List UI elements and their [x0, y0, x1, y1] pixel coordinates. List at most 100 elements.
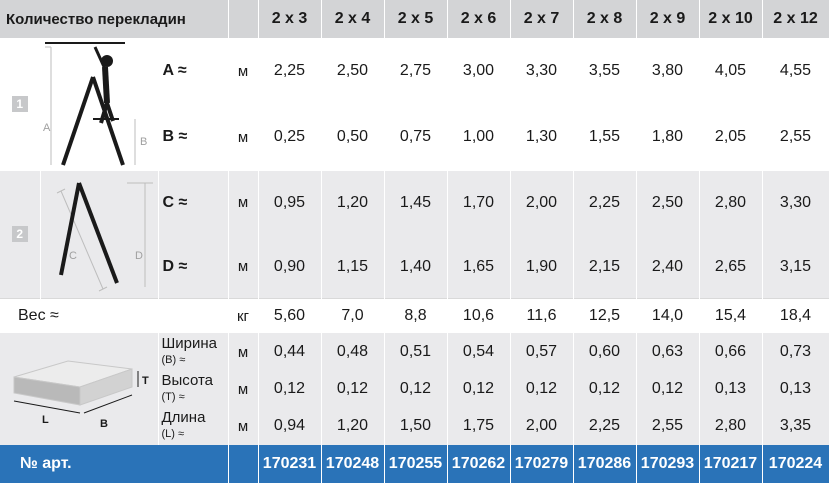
- row-c: 2 D C C ≈ м 0,95 1,20 1,45 1,70 2,00 2,2…: [0, 170, 829, 299]
- value-cell: 1,65: [447, 234, 511, 299]
- column-header: 2 x 6: [447, 0, 511, 39]
- value-cell: 0,54: [447, 333, 511, 371]
- value-cell: 2,55: [636, 407, 700, 445]
- row-width: T L B Ширина (B) ≈ м 0,44 0,48 0,51 0,54…: [0, 333, 829, 445]
- row-a: 1 A B A ≈ м 2,25 2,50 2,75: [0, 38, 829, 171]
- value-cell: 0,60: [573, 333, 637, 371]
- value-cell: 7,0: [321, 298, 385, 334]
- value-cell: 11,6: [510, 298, 574, 334]
- value-cell: 0,51: [384, 333, 448, 371]
- column-header: 2 x 4: [321, 0, 385, 39]
- value-cell: 4,55: [762, 38, 829, 105]
- unit-cell: м: [228, 104, 259, 171]
- row-height: Высота (T) ≈ м 0,12 0,12 0,12 0,12 0,12 …: [0, 370, 829, 408]
- value-cell: 1,30: [510, 104, 574, 171]
- value-cell: 0,12: [510, 370, 574, 408]
- value-cell: 0,95: [258, 170, 322, 235]
- unit-cell: м: [228, 170, 259, 235]
- value-cell: 4,05: [699, 38, 763, 105]
- row-label-c: C ≈: [158, 170, 229, 235]
- value-cell: 0,94: [258, 407, 322, 445]
- article-number: 170262: [447, 444, 511, 483]
- section-1-number: 1: [11, 96, 28, 113]
- value-cell: 0,12: [573, 370, 637, 408]
- package-box-diagram: T L B: [0, 333, 159, 445]
- dimension-name: Высота: [161, 372, 214, 390]
- unit-cell: м: [228, 234, 259, 299]
- value-cell: 2,80: [699, 407, 763, 445]
- value-cell: 1,75: [447, 407, 511, 445]
- value-cell: 1,20: [321, 407, 385, 445]
- ladder-standing-diagram: D C: [40, 170, 159, 299]
- row-label-d: D ≈: [158, 234, 229, 299]
- dim-d-label: D: [135, 250, 143, 262]
- row-article: № арт. 170231 170248 170255 170262 17027…: [0, 444, 829, 483]
- value-cell: 5,60: [258, 298, 322, 334]
- header-unit-spacer: [228, 0, 259, 39]
- dimension-name: Ширина: [161, 335, 217, 353]
- value-cell: 3,55: [573, 38, 637, 105]
- section-2-badge-cell: 2: [0, 170, 41, 299]
- dimension-sub: (T) ≈: [161, 391, 185, 404]
- value-cell: 0,12: [384, 370, 448, 408]
- value-cell: 1,40: [384, 234, 448, 299]
- package-box-illustration: T L B: [13, 360, 149, 430]
- value-cell: 3,00: [447, 38, 511, 105]
- dimension-name: Длина: [161, 409, 206, 427]
- value-cell: 0,13: [762, 370, 829, 408]
- value-cell: 1,00: [447, 104, 511, 171]
- value-cell: 2,25: [573, 170, 637, 235]
- value-cell: 0,13: [699, 370, 763, 408]
- value-cell: 3,35: [762, 407, 829, 445]
- article-label: № арт.: [0, 444, 229, 483]
- article-unit-spacer: [228, 444, 259, 483]
- dimension-length-label: Длина (L) ≈: [158, 407, 229, 445]
- value-cell: 0,57: [510, 333, 574, 371]
- section-1-badge-cell: 1: [0, 38, 41, 171]
- dim-c-label: C: [69, 250, 77, 262]
- column-header: 2 x 9: [636, 0, 700, 39]
- unit-cell: м: [228, 333, 259, 371]
- article-number: 170217: [699, 444, 763, 483]
- box-t-label: T: [142, 375, 149, 387]
- article-number: 170255: [384, 444, 448, 483]
- dim-a-label: A: [43, 122, 51, 134]
- value-cell: 0,75: [384, 104, 448, 171]
- value-cell: 0,12: [636, 370, 700, 408]
- value-cell: 1,90: [510, 234, 574, 299]
- value-cell: 0,73: [762, 333, 829, 371]
- value-cell: 1,55: [573, 104, 637, 171]
- article-number: 170293: [636, 444, 700, 483]
- value-cell: 0,50: [321, 104, 385, 171]
- article-number: 170248: [321, 444, 385, 483]
- value-cell: 0,63: [636, 333, 700, 371]
- value-cell: 10,6: [447, 298, 511, 334]
- value-cell: 3,30: [510, 38, 574, 105]
- ladder-leaning-diagram: A B: [40, 38, 159, 171]
- article-number: 170224: [762, 444, 829, 483]
- unit-cell: кг: [228, 298, 259, 334]
- ladder-leaning-illustration: A B: [43, 42, 147, 166]
- value-cell: 0,48: [321, 333, 385, 371]
- row-weight: Вес ≈ кг 5,60 7,0 8,8 10,6 11,6 12,5 14,…: [0, 298, 829, 334]
- unit-cell: м: [228, 38, 259, 105]
- value-cell: 3,80: [636, 38, 700, 105]
- unit-cell: м: [228, 407, 259, 445]
- weight-label: Вес ≈: [0, 298, 229, 334]
- value-cell: 1,70: [447, 170, 511, 235]
- column-header: 2 x 7: [510, 0, 574, 39]
- row-length: Длина (L) ≈ м 0,94 1,20 1,50 1,75 2,00 2…: [0, 407, 829, 445]
- value-cell: 0,44: [258, 333, 322, 371]
- dimension-width-label: Ширина (B) ≈: [158, 333, 229, 371]
- value-cell: 2,00: [510, 407, 574, 445]
- value-cell: 0,12: [258, 370, 322, 408]
- value-cell: 8,8: [384, 298, 448, 334]
- article-number: 170231: [258, 444, 322, 483]
- value-cell: 2,00: [510, 170, 574, 235]
- value-cell: 12,5: [573, 298, 637, 334]
- value-cell: 0,12: [447, 370, 511, 408]
- value-cell: 1,80: [636, 104, 700, 171]
- value-cell: 2,05: [699, 104, 763, 171]
- value-cell: 2,40: [636, 234, 700, 299]
